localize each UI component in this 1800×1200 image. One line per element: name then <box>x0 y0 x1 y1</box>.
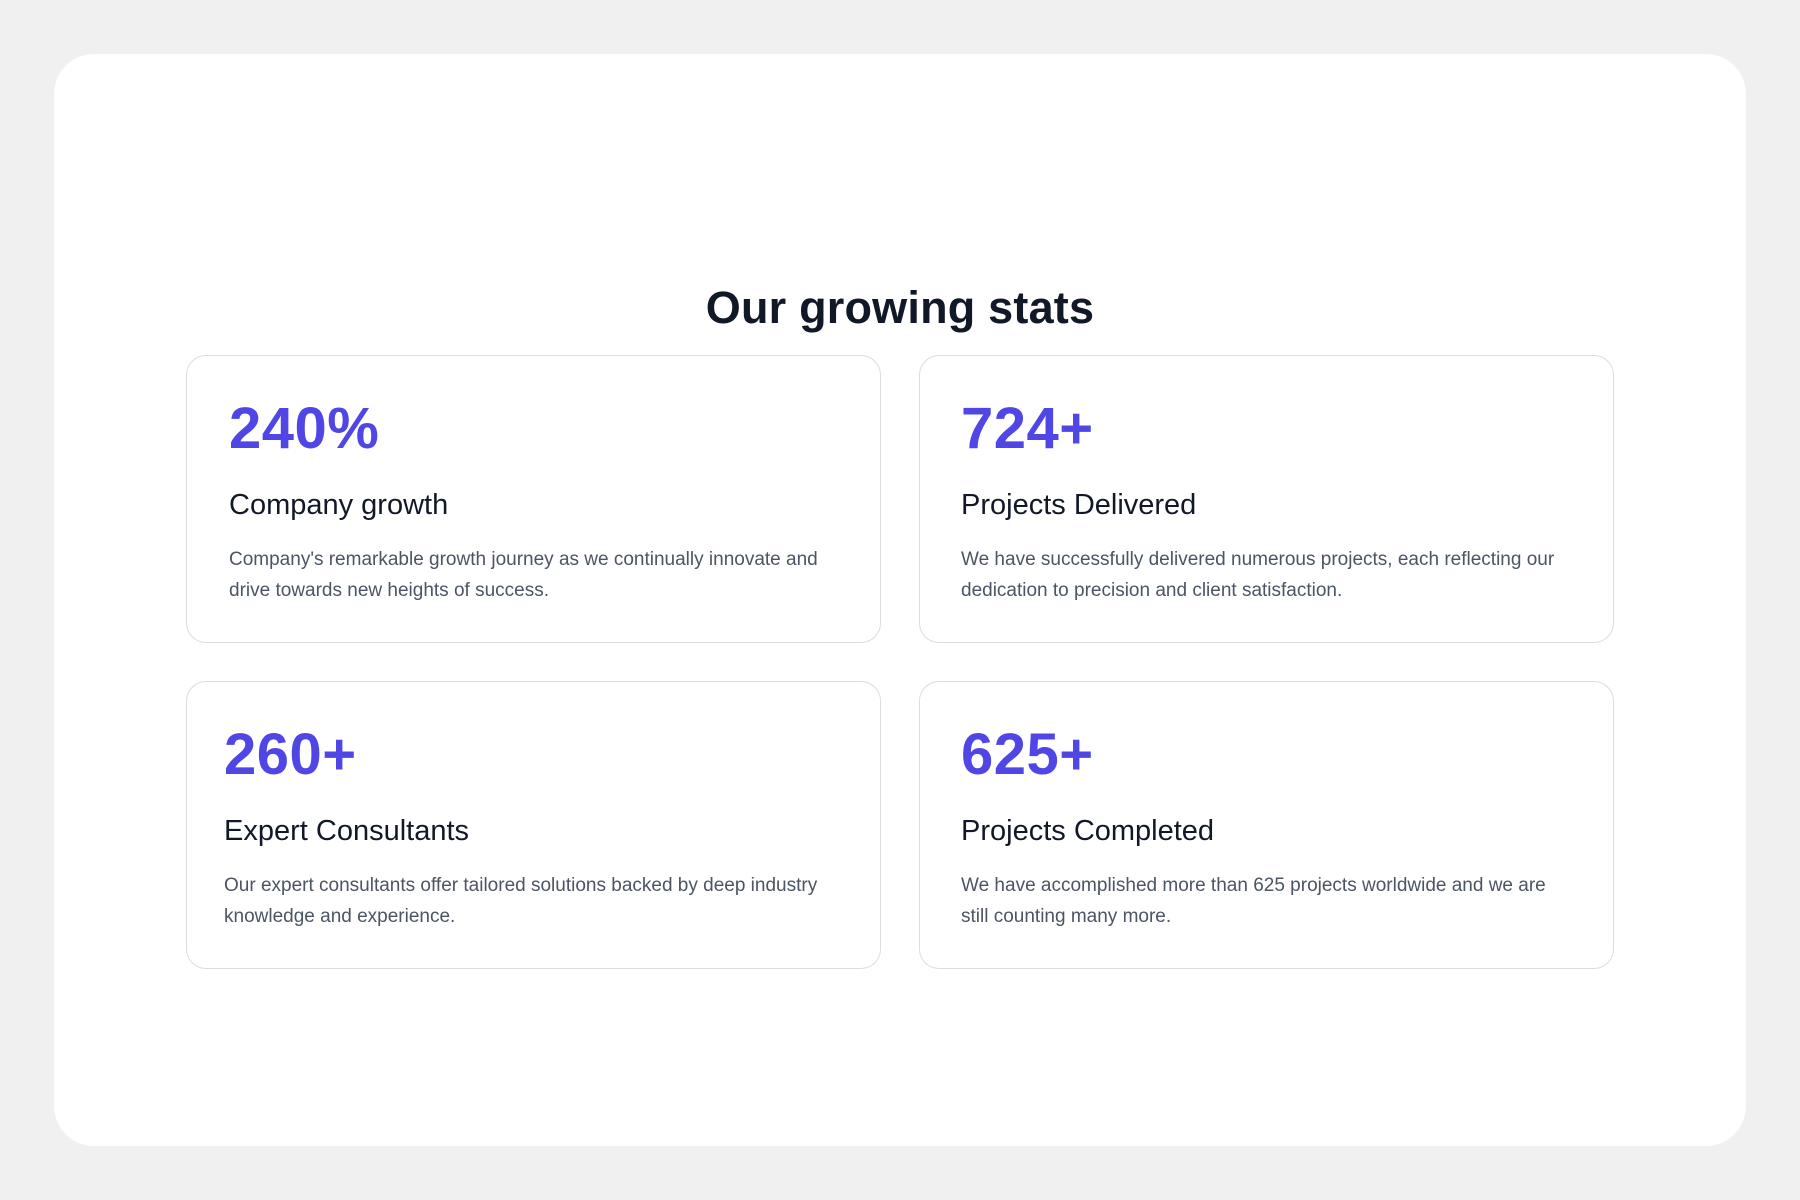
stat-label: Projects Completed <box>961 815 1215 847</box>
stat-label: Expert Consultants <box>224 815 470 847</box>
stat-card-projects-completed: 625+ Projects Completed We have accompli… <box>919 681 1614 969</box>
stat-card-projects-delivered: 724+ Projects Delivered We have successf… <box>919 355 1614 643</box>
stat-label: Company growth <box>229 489 449 521</box>
stat-card-company-growth: 240% Company growth Company's remarkable… <box>186 355 881 643</box>
stat-value: 724+ <box>961 396 1094 461</box>
stats-panel: Our growing stats 240% Company growth Co… <box>54 54 1746 1146</box>
stat-description: Company's remarkable growth journey as w… <box>229 549 818 601</box>
section-title: Our growing stats <box>705 282 1095 333</box>
stat-value: 625+ <box>961 722 1094 787</box>
stat-description: Our expert consultants offer tailored so… <box>224 875 818 927</box>
stat-description: We have accomplished more than 625 proje… <box>961 875 1546 927</box>
stat-card-expert-consultants: 260+ Expert Consultants Our expert consu… <box>186 681 881 969</box>
stat-description: We have successfully delivered numerous … <box>961 549 1555 601</box>
stat-value: 240% <box>229 396 380 461</box>
stat-value: 260+ <box>224 722 357 787</box>
stat-label: Projects Delivered <box>961 489 1197 521</box>
